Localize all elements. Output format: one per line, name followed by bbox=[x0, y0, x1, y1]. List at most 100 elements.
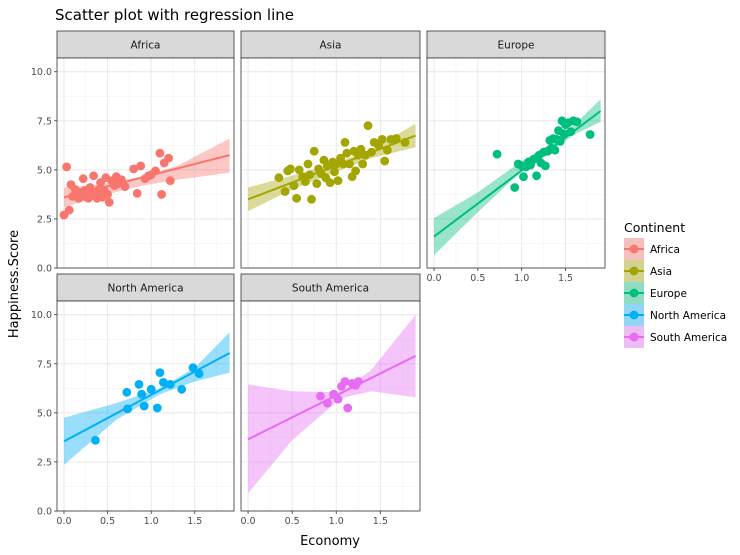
y-tick-label: 10.0 bbox=[31, 310, 52, 321]
data-point bbox=[152, 403, 162, 413]
strip-europe bbox=[426, 30, 606, 59]
y-tick-label: 5.0 bbox=[37, 408, 52, 419]
data-point bbox=[132, 189, 142, 198]
data-point bbox=[155, 368, 165, 377]
panel-south-america: South America 0.0 0.5 1.0 1.5 bbox=[240, 273, 421, 527]
strip-south-america bbox=[240, 273, 421, 302]
data-point bbox=[177, 384, 187, 394]
chart-title: Scatter plot with regression line bbox=[55, 6, 294, 24]
legend-label-europe: Europe bbox=[650, 288, 687, 300]
data-point bbox=[559, 129, 569, 139]
y-tick-label: 10.0 bbox=[31, 67, 52, 78]
data-point bbox=[566, 127, 576, 136]
data-point bbox=[351, 166, 360, 176]
data-point bbox=[312, 179, 322, 189]
x-tick-label: 1.0 bbox=[514, 273, 529, 284]
x-tick-label: 0.5 bbox=[100, 516, 115, 527]
panel-border-north-america bbox=[56, 300, 235, 512]
data-point bbox=[78, 174, 88, 184]
data-point bbox=[294, 165, 304, 175]
data-point bbox=[391, 134, 401, 143]
data-point bbox=[325, 178, 335, 188]
legend: Continent Africa Asia Europe North America S… bbox=[624, 220, 727, 348]
data-point bbox=[292, 193, 301, 203]
legend-key-point bbox=[629, 266, 639, 276]
x-tick-label: 1.5 bbox=[373, 516, 388, 527]
data-point bbox=[342, 148, 352, 158]
data-point bbox=[62, 162, 71, 172]
y-tick-label: 7.5 bbox=[37, 359, 52, 370]
legend-key-point bbox=[629, 288, 639, 298]
y-axis-title: Happiness.Score bbox=[7, 230, 22, 338]
data-point bbox=[120, 182, 130, 192]
data-point bbox=[532, 171, 541, 181]
data-point bbox=[330, 167, 339, 177]
data-point bbox=[510, 183, 520, 192]
legend-key-point bbox=[629, 244, 639, 254]
data-point bbox=[363, 121, 373, 131]
strip-label-south-america: South America bbox=[292, 283, 369, 295]
data-point bbox=[303, 159, 313, 169]
points-north-america bbox=[91, 363, 204, 445]
x-tick-label: 1.0 bbox=[329, 516, 344, 527]
data-point bbox=[146, 384, 156, 394]
data-point bbox=[122, 387, 132, 397]
x-tick-label: 0.0 bbox=[56, 516, 71, 527]
strip-label-africa: Africa bbox=[131, 40, 161, 52]
strip-north-america bbox=[56, 273, 235, 302]
data-point bbox=[274, 173, 284, 183]
data-point bbox=[89, 171, 98, 181]
data-point bbox=[159, 378, 168, 387]
panel-africa: Africa 0.0 2.5 5.0 7.5 10.0 bbox=[31, 30, 235, 275]
data-point bbox=[492, 149, 502, 159]
y-tick-label: 7.5 bbox=[37, 116, 52, 127]
x-tick-label: 0.5 bbox=[285, 516, 300, 527]
panel-north-america: North America 0.0 0.5 1.0 1.5 0.0 2.5 5.0 7.5 10.… bbox=[31, 273, 235, 527]
data-point bbox=[333, 394, 343, 404]
x-axis-title: Economy bbox=[300, 534, 360, 549]
data-point bbox=[340, 377, 350, 386]
panel-border-europe bbox=[426, 57, 606, 269]
x-tick-label: 1.5 bbox=[187, 516, 202, 527]
regression-line-asia bbox=[247, 134, 416, 201]
strip-africa bbox=[56, 30, 235, 59]
data-point bbox=[165, 176, 175, 186]
data-point bbox=[280, 187, 290, 196]
data-point bbox=[307, 194, 316, 204]
data-point bbox=[377, 135, 387, 144]
legend-entry-europe: Europe bbox=[624, 282, 687, 304]
legend-entry-south-america: South America bbox=[624, 326, 727, 348]
data-point bbox=[64, 205, 74, 215]
legend-entry-north-america: North America bbox=[624, 304, 726, 326]
data-point bbox=[134, 380, 144, 389]
legend-label-south-america: South America bbox=[650, 332, 727, 344]
x-tick-label: 0.5 bbox=[470, 273, 485, 284]
data-point bbox=[585, 130, 595, 139]
panel-border-south-america bbox=[240, 300, 421, 512]
confidence-band-north-america bbox=[64, 332, 230, 465]
legend-keys: Africa Asia Europe North America South Ameri… bbox=[624, 238, 727, 348]
data-point bbox=[358, 159, 368, 169]
data-point bbox=[103, 190, 112, 199]
legend-entry-africa: Africa bbox=[624, 238, 680, 260]
regression-line-north-america bbox=[63, 352, 231, 443]
data-point bbox=[343, 403, 353, 413]
points-europe bbox=[492, 116, 595, 192]
strip-label-north-america: North America bbox=[107, 283, 183, 295]
regression-line-south-america bbox=[247, 355, 417, 441]
panel-border-africa bbox=[56, 57, 235, 269]
grid-north-america bbox=[57, 301, 234, 512]
y-tick-label: 2.5 bbox=[37, 457, 52, 468]
data-point bbox=[129, 164, 139, 174]
panel-asia: Asia bbox=[240, 30, 421, 269]
data-point bbox=[137, 389, 147, 399]
data-point bbox=[136, 161, 146, 171]
data-point bbox=[541, 161, 550, 171]
y-tick-label: 2.5 bbox=[37, 214, 52, 225]
data-point bbox=[164, 153, 174, 163]
grid-asia bbox=[241, 58, 420, 269]
legend-title: Continent bbox=[624, 220, 685, 235]
facet-panels: Africa 0.0 2.5 5.0 7.5 10.0 Asia Europe 0.0 0.5 1.… bbox=[31, 30, 606, 527]
data-point bbox=[104, 197, 114, 207]
